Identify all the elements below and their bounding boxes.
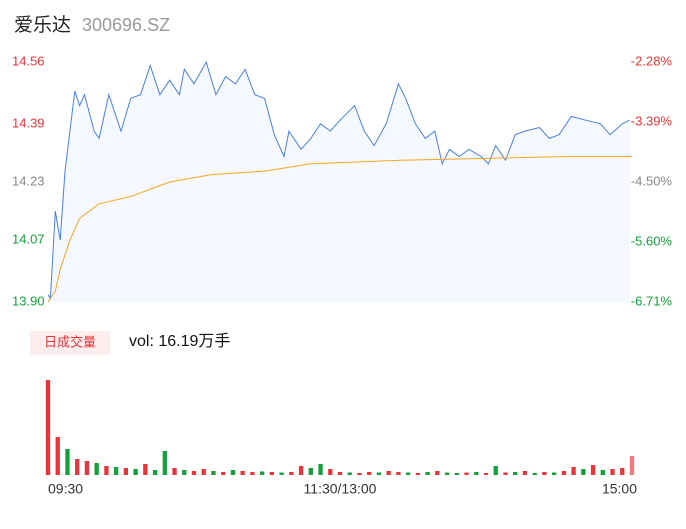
volume-bar xyxy=(133,469,138,475)
volume-bar xyxy=(84,461,90,475)
volume-bar xyxy=(542,472,547,475)
volume-bar xyxy=(162,451,167,475)
volume-badge: 日成交量 xyxy=(44,334,96,349)
volume-bar xyxy=(191,471,197,475)
volume-bar xyxy=(551,472,557,475)
volume-bar xyxy=(386,471,391,475)
volume-bar xyxy=(123,468,129,475)
volume-bar xyxy=(610,469,615,475)
volume-bar xyxy=(172,468,177,475)
volume-bar xyxy=(94,463,99,475)
volume-bar xyxy=(211,471,216,475)
volume-bar xyxy=(250,472,255,475)
price-area xyxy=(48,62,630,302)
volume-bar xyxy=(318,464,323,475)
volume-bar xyxy=(201,469,206,475)
volume-bar xyxy=(464,472,469,475)
volume-bar xyxy=(590,465,596,475)
volume-bar xyxy=(600,470,605,475)
volume-bar xyxy=(298,466,304,475)
volume-bar xyxy=(75,459,80,475)
stock-code: 300696.SZ xyxy=(82,15,170,35)
volume-bar xyxy=(308,468,313,475)
y-tick-label: 14.39 xyxy=(12,115,45,130)
volume-bar xyxy=(620,468,625,475)
volume-bar xyxy=(629,456,635,475)
y-tick-label: 14.07 xyxy=(12,232,45,247)
volume-bar xyxy=(415,473,421,475)
y2-tick-label: -5.60% xyxy=(631,233,673,248)
volume-bar xyxy=(357,473,362,475)
y2-tick-label: -2.28% xyxy=(631,53,673,68)
volume-bar xyxy=(405,472,411,475)
x-tick-label: 15:00 xyxy=(602,481,637,497)
volume-bar xyxy=(113,467,119,475)
volume-bar xyxy=(259,471,265,475)
volume-bar xyxy=(367,472,372,475)
y2-tick-label: -4.50% xyxy=(631,174,673,189)
volume-bar xyxy=(474,472,479,475)
y-tick-label: 14.56 xyxy=(12,53,45,68)
volume-bar xyxy=(65,449,70,475)
stock-name: 爱乐达 xyxy=(14,14,71,36)
volume-bar xyxy=(532,473,537,475)
y-tick-label: 13.90 xyxy=(12,293,45,308)
volume-bar xyxy=(581,469,586,475)
volume-bar xyxy=(454,473,459,475)
volume-bar xyxy=(571,467,576,475)
volume-bar xyxy=(483,473,489,475)
volume-bar xyxy=(279,472,284,475)
volume-bar xyxy=(45,380,51,475)
volume-bar xyxy=(513,472,518,475)
volume-bar xyxy=(328,469,333,475)
price-line xyxy=(47,60,630,300)
volume-bar xyxy=(435,471,440,475)
x-tick-label: 09:30 xyxy=(48,481,83,497)
volume-bar xyxy=(444,472,450,475)
volume-bar xyxy=(182,470,187,475)
volume-summary: vol: 16.19万手 xyxy=(129,332,230,350)
volume-bar xyxy=(104,466,109,475)
volume-bar xyxy=(561,471,567,475)
volume-bar xyxy=(289,472,294,475)
y2-tick-label: -3.39% xyxy=(631,114,673,129)
volume-bar xyxy=(230,470,236,475)
volume-bar xyxy=(337,472,343,475)
y2-tick-label: -6.71% xyxy=(631,293,673,308)
volume-bar xyxy=(152,470,158,475)
volume-bar xyxy=(503,472,508,475)
volume-bar xyxy=(55,437,60,475)
volume-bar xyxy=(396,472,401,475)
volume-bar xyxy=(347,472,352,475)
volume-bar xyxy=(221,472,226,475)
y-tick-label: 14.23 xyxy=(12,173,45,188)
volume-bar xyxy=(425,472,430,475)
volume-bar xyxy=(493,466,498,475)
volume-bar xyxy=(269,472,275,475)
volume-bar xyxy=(143,464,148,475)
x-tick-label: 11:30/13:00 xyxy=(304,481,377,497)
volume-bar xyxy=(376,472,382,475)
badge-bg xyxy=(30,331,110,355)
volume-bar xyxy=(240,471,245,475)
average-line xyxy=(47,156,632,303)
volume-bar xyxy=(522,471,528,475)
